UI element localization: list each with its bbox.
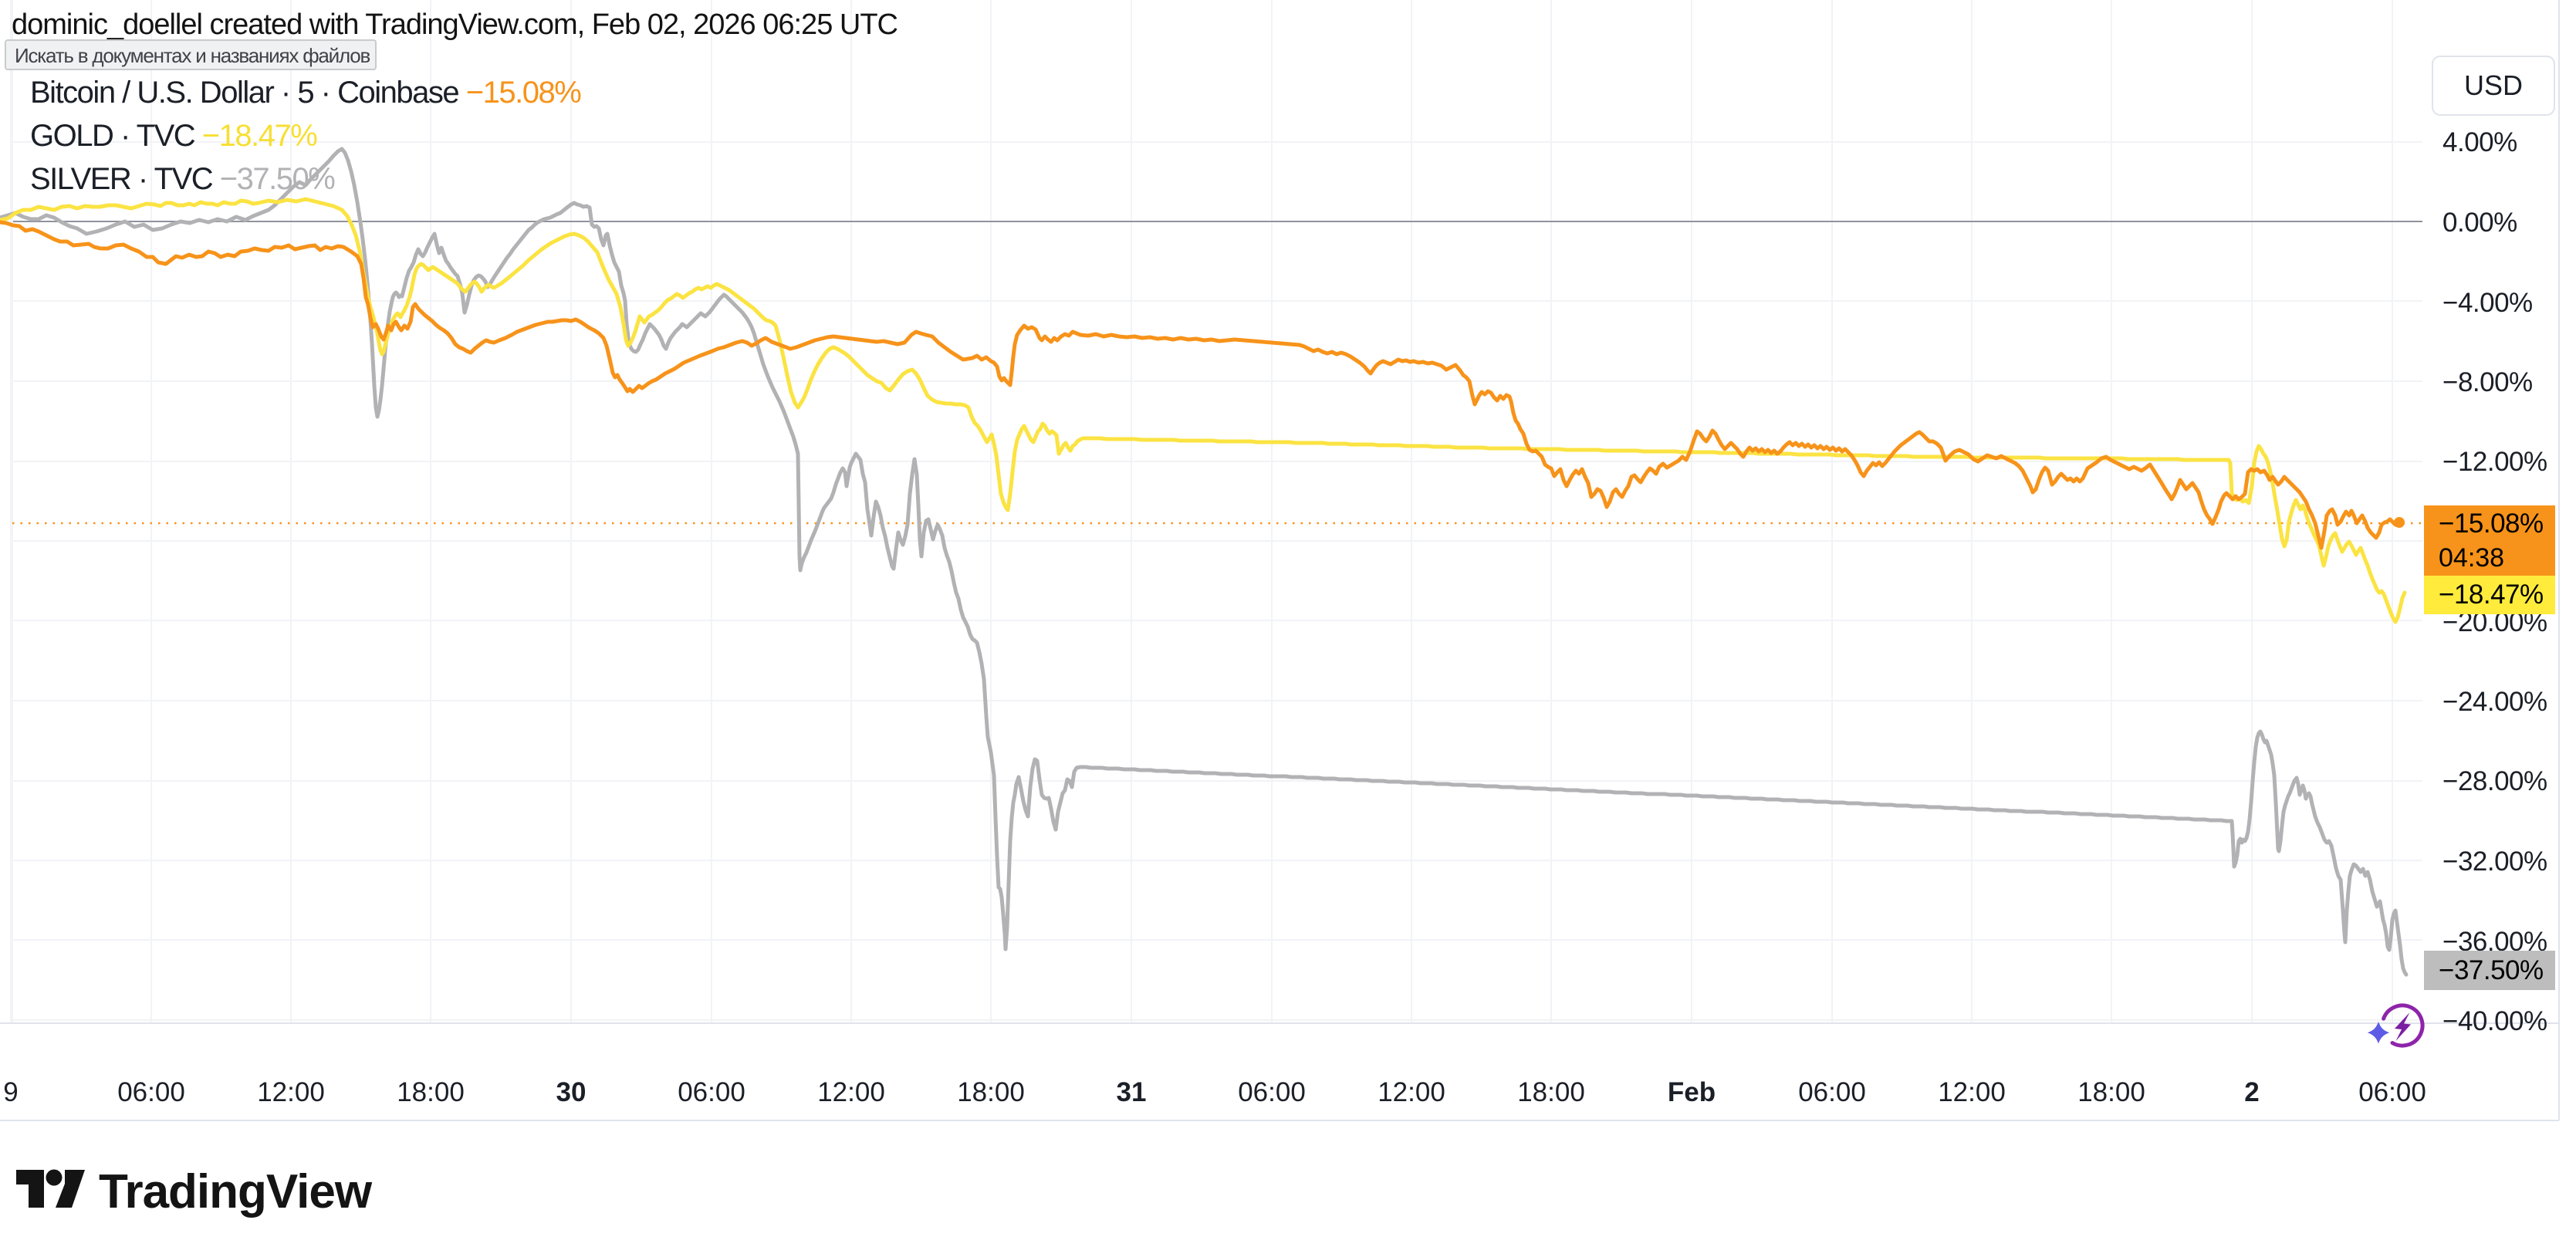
- svg-text:18:00: 18:00: [957, 1077, 1025, 1107]
- svg-text:18:00: 18:00: [397, 1077, 465, 1107]
- svg-text:06:00: 06:00: [678, 1077, 745, 1107]
- svg-text:−28.00%: −28.00%: [2442, 766, 2547, 796]
- svg-text:12:00: 12:00: [257, 1077, 325, 1107]
- svg-text:06:00: 06:00: [1798, 1077, 1866, 1107]
- svg-text:18:00: 18:00: [1517, 1077, 1585, 1107]
- svg-text:06:00: 06:00: [1238, 1077, 1306, 1107]
- svg-text:SILVER · TVC −37.50%: SILVER · TVC −37.50%: [30, 162, 335, 196]
- svg-text:31: 31: [1117, 1077, 1147, 1107]
- svg-text:−32.00%: −32.00%: [2442, 847, 2547, 877]
- svg-text:06:00: 06:00: [2358, 1077, 2426, 1107]
- svg-text:04:38: 04:38: [2439, 543, 2504, 573]
- svg-text:Bitcoin / U.S. Dollar · 5 · Co: Bitcoin / U.S. Dollar · 5 · Coinbase −15…: [30, 76, 581, 110]
- svg-text:0.00%: 0.00%: [2442, 208, 2517, 238]
- svg-text:2: 2: [2244, 1077, 2259, 1107]
- svg-text:06:00: 06:00: [117, 1077, 185, 1107]
- svg-text:4.00%: 4.00%: [2442, 127, 2517, 157]
- svg-text:−37.50%: −37.50%: [2439, 955, 2544, 985]
- svg-text:TradingView: TradingView: [99, 1165, 373, 1218]
- svg-text:Искать в документах и названия: Искать в документах и названиях файлов: [15, 44, 370, 67]
- svg-text:−15.08%: −15.08%: [2439, 509, 2544, 539]
- svg-text:−18.47%: −18.47%: [2439, 580, 2544, 610]
- svg-text:12:00: 12:00: [1378, 1077, 1445, 1107]
- svg-text:Feb: Feb: [1668, 1077, 1716, 1107]
- svg-text:−24.00%: −24.00%: [2442, 687, 2547, 717]
- svg-text:−40.00%: −40.00%: [2442, 1006, 2547, 1036]
- svg-text:−4.00%: −4.00%: [2442, 288, 2533, 318]
- svg-text:dominic_doellel created with T: dominic_doellel created with TradingView…: [12, 8, 898, 41]
- svg-text:12:00: 12:00: [1938, 1077, 2006, 1107]
- svg-text:9: 9: [3, 1077, 18, 1107]
- svg-text:−8.00%: −8.00%: [2442, 367, 2533, 397]
- svg-text:−12.00%: −12.00%: [2442, 447, 2547, 477]
- svg-text:GOLD · TVC −18.47%: GOLD · TVC −18.47%: [30, 119, 317, 153]
- svg-text:30: 30: [556, 1077, 587, 1107]
- svg-text:USD: USD: [2464, 69, 2523, 101]
- svg-text:12:00: 12:00: [817, 1077, 885, 1107]
- svg-text:18:00: 18:00: [2077, 1077, 2145, 1107]
